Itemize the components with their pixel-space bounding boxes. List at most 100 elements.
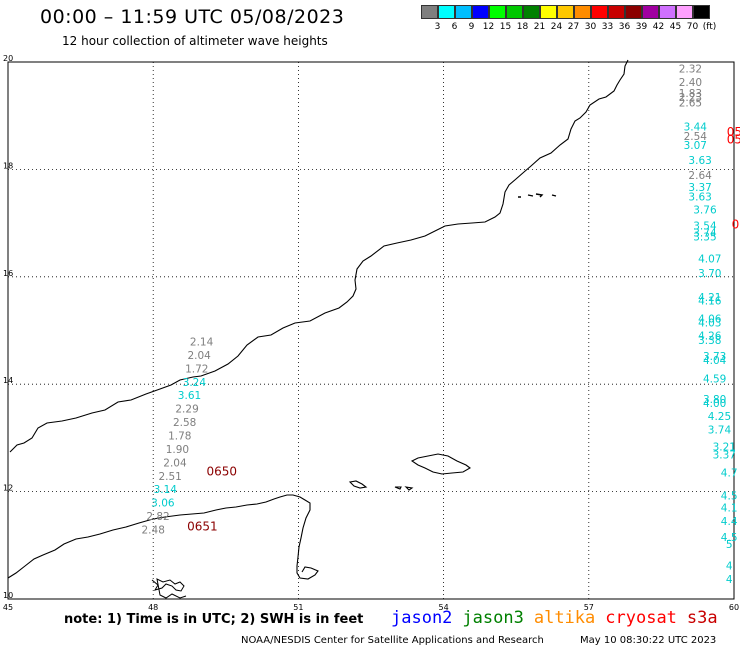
pass-time-label: 0 xyxy=(732,217,740,231)
footnote: note: 1) Time is in UTC; 2) SWH is in fe… xyxy=(64,612,364,627)
legend-swatch xyxy=(455,5,472,19)
color-legend xyxy=(421,5,710,19)
legend-swatch xyxy=(659,5,676,19)
legend-swatch xyxy=(591,5,608,19)
wave-height-label: 3.74 xyxy=(693,228,717,240)
wave-height-label: 4.5 xyxy=(721,532,738,544)
wave-height-label: 3.61 xyxy=(178,390,201,402)
wave-height-label: 4.04 xyxy=(703,355,727,367)
pass-time-label: 05 xyxy=(727,125,740,139)
legend-swatch xyxy=(489,5,506,19)
wave-height-label: 3.06 xyxy=(151,498,175,510)
wave-height-label: 4 xyxy=(726,574,733,586)
pass-time-label: 05 xyxy=(727,133,740,147)
coastline-somalia xyxy=(7,494,319,580)
wave-height-label: 4.26 xyxy=(698,331,722,343)
x-tick-label: 45 xyxy=(3,603,13,612)
legend-value: 6 xyxy=(451,22,458,32)
wave-height-label: 4.7 xyxy=(721,468,738,480)
wave-height-label: 2.58 xyxy=(173,417,196,429)
wave-height-label: 2.29 xyxy=(175,404,198,416)
wave-height-label: 2.65 xyxy=(679,98,702,110)
legend-value: 39 xyxy=(635,22,648,32)
legend-value: 24 xyxy=(550,22,563,32)
satellite-name: s3a xyxy=(686,608,718,628)
wave-height-label: 3.63 xyxy=(688,155,711,167)
wave-height-label: 2.82 xyxy=(146,511,169,523)
wave-height-label: 4.25 xyxy=(708,411,731,423)
legend-value: 15 xyxy=(499,22,512,32)
legend-value: 27 xyxy=(567,22,580,32)
island-socotra xyxy=(410,453,471,475)
wave-height-label: 4.00 xyxy=(703,398,726,410)
satellite-name: cryosat xyxy=(605,608,677,628)
legend-value: 70 xyxy=(686,22,699,32)
wave-height-label: 3.76 xyxy=(693,204,717,216)
satellite-name: jason3 xyxy=(462,608,524,628)
legend-swatch xyxy=(523,5,540,19)
legend-value: 42 xyxy=(652,22,665,32)
wave-height-label: 3.35 xyxy=(693,231,716,243)
pass-time-label: 0650 xyxy=(206,464,237,478)
legend-swatch xyxy=(608,5,625,19)
wave-height-label: 4.07 xyxy=(698,253,721,265)
wave-height-label: 3.37 xyxy=(688,182,711,194)
wave-height-points: 2.322.401.832.232.65 3.442.543.07 3.63 2.64… xyxy=(142,64,738,586)
y-tick-label: 14 xyxy=(3,376,13,385)
wave-height-label: 2.23 xyxy=(679,92,702,104)
map-subtitle: 12 hour collection of altimeter wave hei… xyxy=(62,34,328,48)
y-tick-label: 16 xyxy=(3,269,13,278)
wave-height-label: 3.54 xyxy=(693,221,717,233)
coastline-detail xyxy=(151,578,187,599)
map-title: 00:00 – 11:59 UTC 05/08/2023 xyxy=(40,6,345,28)
wave-height-label: 3.24 xyxy=(183,377,207,389)
legend-swatch xyxy=(676,5,693,19)
legend-swatch xyxy=(472,5,489,19)
legend-value: (ft) xyxy=(702,22,717,32)
wave-height-label: 2.54 xyxy=(684,131,708,143)
island-samhah xyxy=(394,486,402,490)
wave-height-label: 4.16 xyxy=(698,296,722,308)
x-tick-label: 51 xyxy=(293,603,303,612)
wave-height-label: 2.04 xyxy=(187,350,211,362)
wave-height-label: 2.64 xyxy=(688,170,712,182)
satellite-name: jason2 xyxy=(391,608,453,628)
legend-swatch xyxy=(506,5,523,19)
legend-swatch xyxy=(642,5,659,19)
legend-value: 3 xyxy=(434,22,441,32)
satellite-name: altika xyxy=(533,608,596,628)
generated-timestamp: May 10 08:30:22 UTC 2023 xyxy=(580,635,717,646)
legend-value: 18 xyxy=(516,22,529,32)
legend-value: 9 xyxy=(468,22,475,32)
wave-height-label: 3.38 xyxy=(698,335,721,347)
legend-swatch xyxy=(557,5,574,19)
coastline-arabia xyxy=(9,59,629,453)
legend-swatch xyxy=(574,5,591,19)
wave-height-label: 3.73 xyxy=(703,351,726,363)
map-frame xyxy=(7,61,735,600)
grid-lines xyxy=(8,62,734,599)
legend-swatch xyxy=(693,5,710,19)
wave-height-label: 5 xyxy=(726,539,733,551)
wave-height-label: 2.32 xyxy=(679,64,702,76)
legend-value: 12 xyxy=(482,22,495,32)
wave-height-label: 4.59 xyxy=(703,374,726,386)
wave-height-label: 4 xyxy=(726,560,733,572)
legend-swatch xyxy=(421,5,438,19)
wave-height-label: 4.4 xyxy=(721,516,738,528)
x-tick-label: 48 xyxy=(148,603,158,612)
x-tick-label: 57 xyxy=(584,603,594,612)
wave-height-label: 3.70 xyxy=(698,268,721,280)
wave-height-label: 1.72 xyxy=(185,363,208,375)
wave-height-label: 3.63 xyxy=(688,192,711,204)
legend-swatch xyxy=(540,5,557,19)
wave-height-label: 3.21 xyxy=(713,441,736,453)
legend-value: 36 xyxy=(618,22,631,32)
wave-height-label: 3.14 xyxy=(154,484,178,496)
wave-height-label: 3.80 xyxy=(703,394,726,406)
wave-height-label: 2.40 xyxy=(679,77,702,89)
wave-height-label: 3.37 xyxy=(713,449,736,461)
legend-swatch xyxy=(625,5,642,19)
wave-height-label: 4.21 xyxy=(698,292,721,304)
